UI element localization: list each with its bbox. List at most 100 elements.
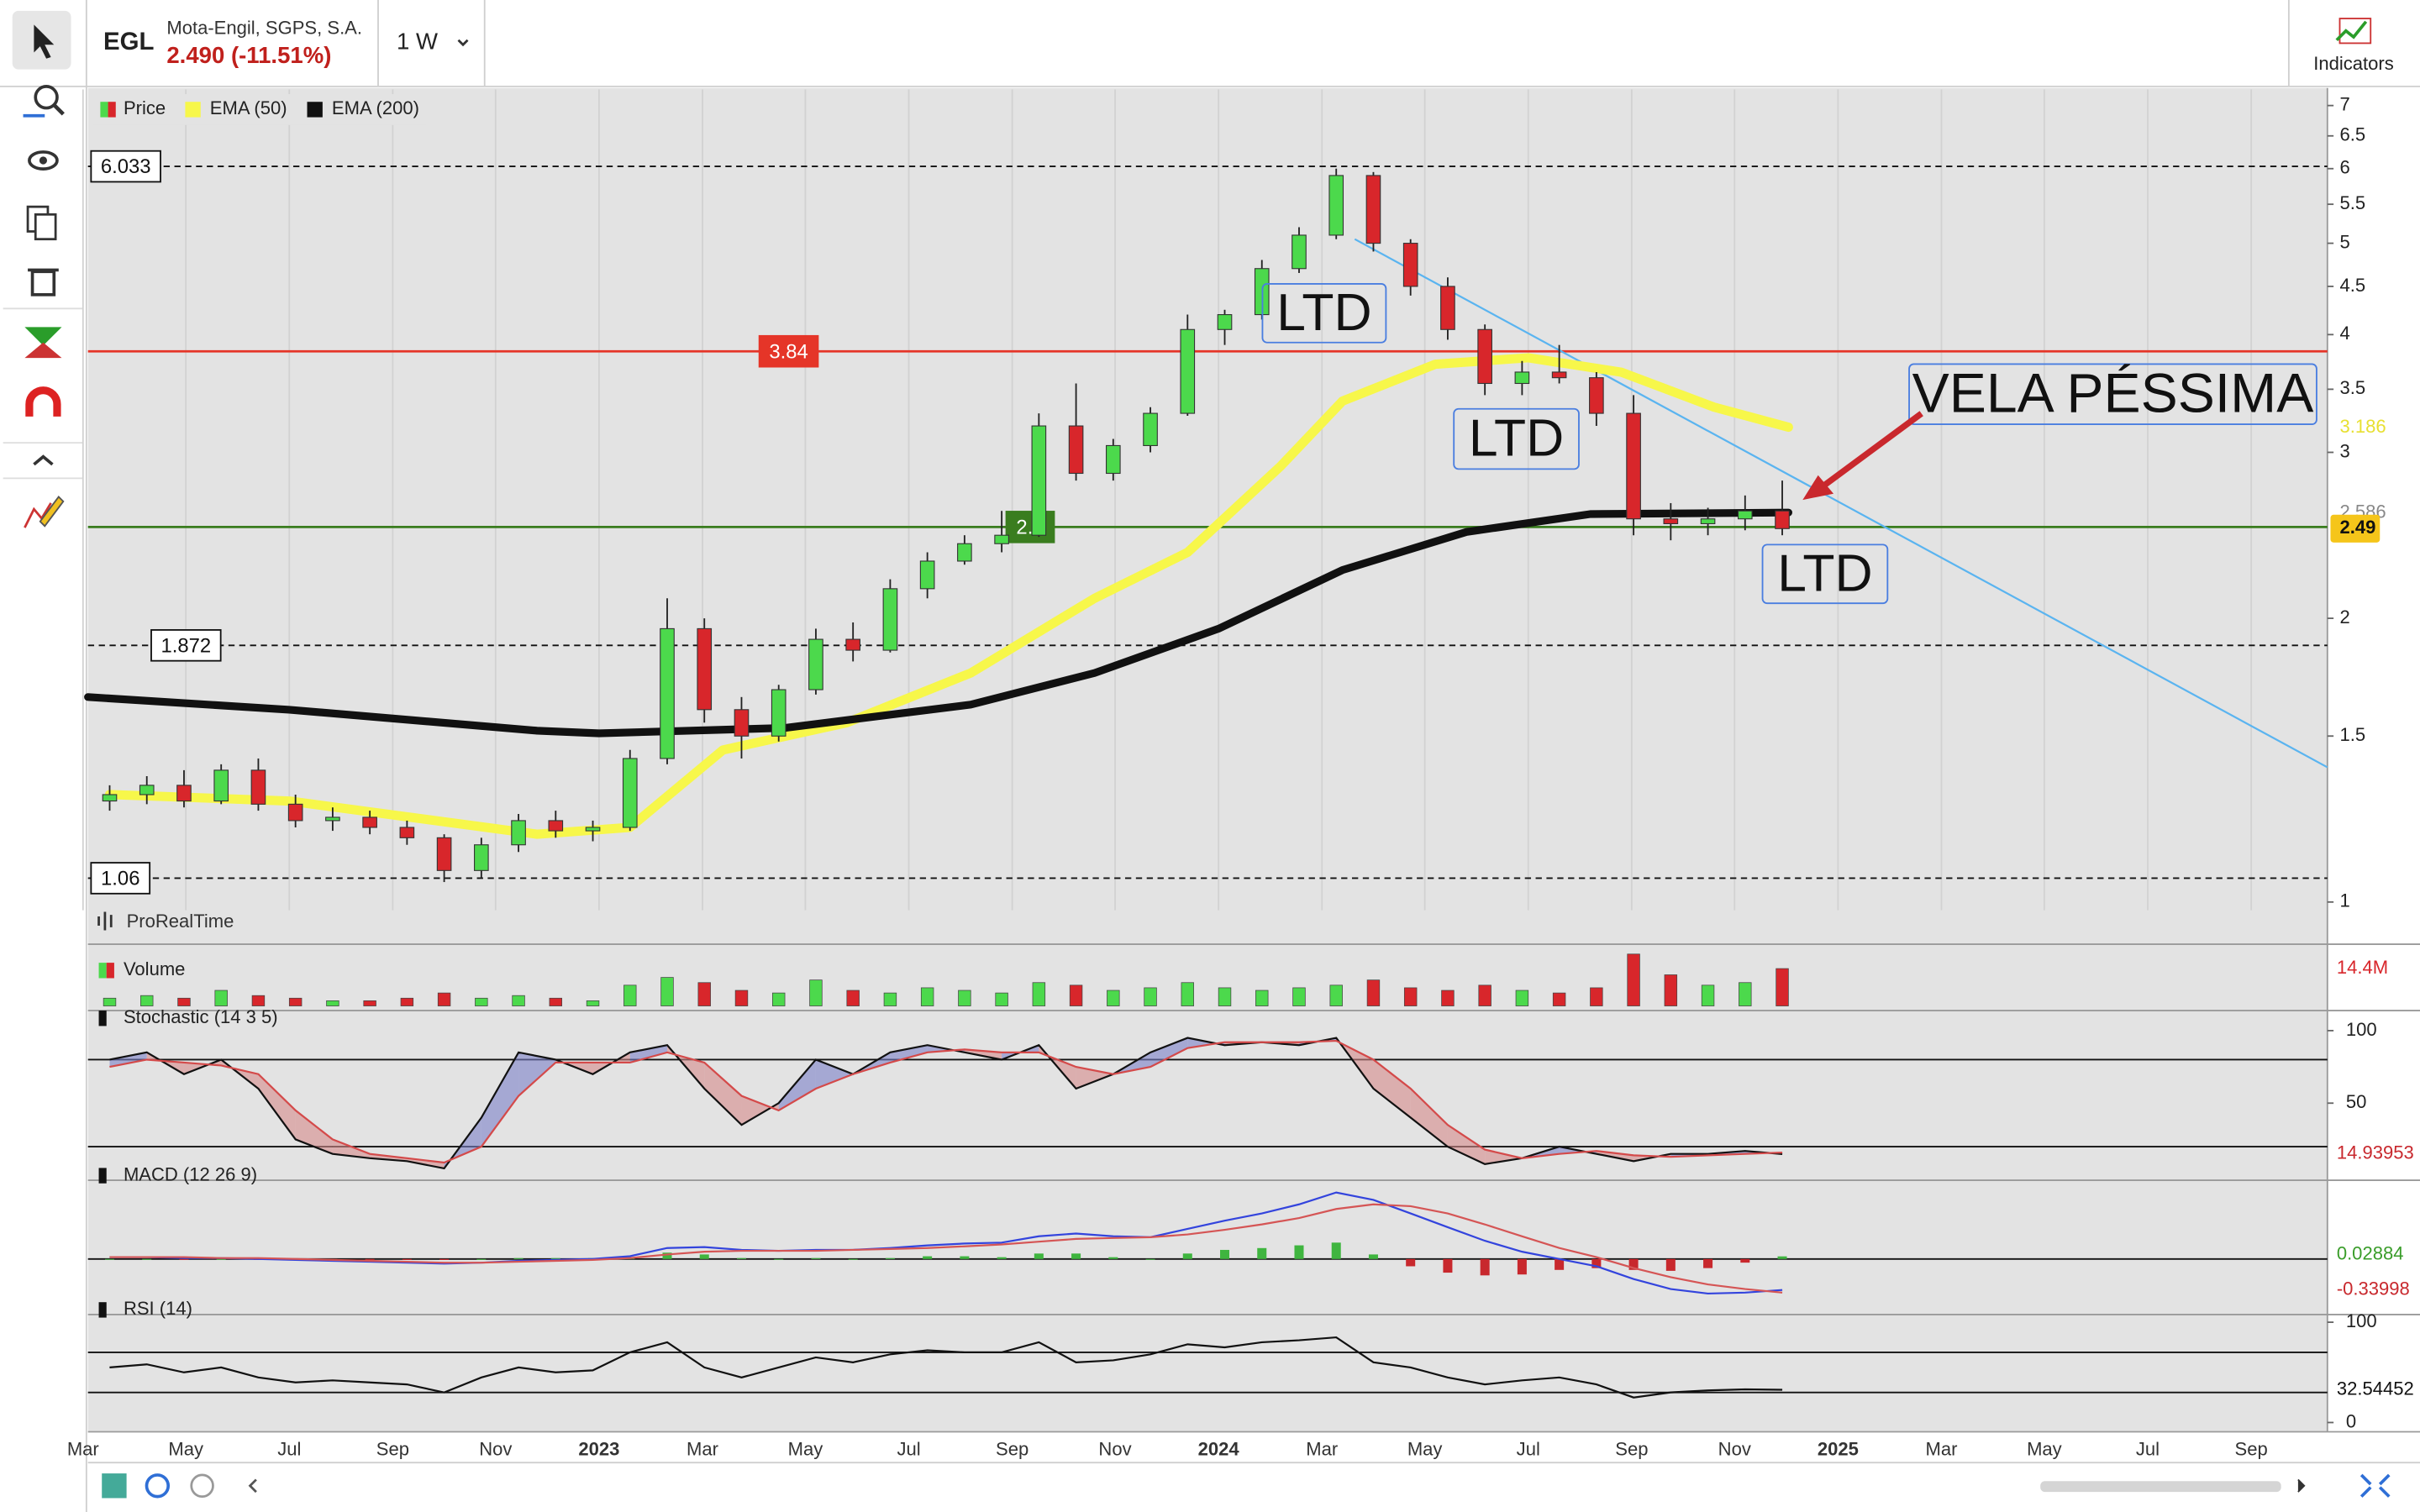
company-name: Mota-Engil, SGPS, S.A. bbox=[166, 18, 362, 39]
volume-bar bbox=[1107, 990, 1120, 1006]
y-tick-label: 6 bbox=[2339, 157, 2349, 178]
annotation-box bbox=[1453, 407, 1580, 470]
volume-bar bbox=[437, 992, 451, 1006]
volume-bar bbox=[586, 1000, 600, 1006]
volume-bar bbox=[1515, 990, 1529, 1006]
magnet-tool[interactable] bbox=[25, 386, 61, 417]
eye-pupil bbox=[39, 156, 48, 165]
volume-bar bbox=[809, 979, 823, 1006]
volume-bar bbox=[103, 997, 117, 1006]
eye-tool[interactable] bbox=[28, 150, 59, 171]
last-value-label: 14.93953 bbox=[2337, 1142, 2414, 1163]
stochastic-fill bbox=[481, 1052, 519, 1147]
candle-body bbox=[1365, 175, 1381, 244]
histogram-bar bbox=[1665, 1258, 1676, 1271]
x-tick-label: Mar bbox=[1926, 1438, 1958, 1459]
candle-body bbox=[511, 820, 526, 846]
volume-bar bbox=[400, 997, 414, 1006]
histogram-bar bbox=[848, 1258, 858, 1260]
level-label: 1.06 bbox=[101, 868, 139, 890]
y-tick-label: 1 bbox=[2339, 890, 2349, 911]
histogram-bar bbox=[104, 1258, 115, 1260]
histogram-bar bbox=[1517, 1258, 1527, 1275]
pointer-tool[interactable] bbox=[34, 24, 55, 59]
candle-body bbox=[176, 785, 192, 802]
source-label: ProRealTime bbox=[127, 911, 234, 932]
volume-bar bbox=[1776, 968, 1789, 1006]
y-tick-label: 6.5 bbox=[2339, 124, 2365, 145]
candle-body bbox=[919, 560, 935, 590]
volume-bar bbox=[1478, 984, 1491, 1006]
indicator-swatch bbox=[98, 1302, 107, 1318]
stochastic-fill bbox=[258, 1074, 296, 1140]
candle-body bbox=[139, 785, 155, 795]
legend-swatch bbox=[108, 102, 116, 118]
histogram-bar bbox=[736, 1257, 746, 1259]
volume-bar bbox=[1552, 992, 1566, 1006]
last-value-label: 2.49 bbox=[2339, 517, 2375, 538]
x-tick-label: 2023 bbox=[578, 1438, 619, 1459]
value-label-bg bbox=[2330, 1377, 2420, 1403]
indicator-line bbox=[109, 1037, 1783, 1170]
volume-bar bbox=[623, 984, 637, 1006]
volume-bar bbox=[1181, 982, 1194, 1006]
histogram-bar bbox=[1331, 1242, 1341, 1259]
trend-tool[interactable] bbox=[24, 327, 62, 346]
x-tick-label: Jul bbox=[277, 1438, 301, 1459]
histogram-bar bbox=[216, 1258, 226, 1260]
y-tick-label: 50 bbox=[2346, 1091, 2367, 1112]
histogram-bar bbox=[1777, 1256, 1787, 1259]
indicators-icon[interactable] bbox=[2335, 18, 2372, 45]
timeframe[interactable]: 1 W bbox=[397, 29, 438, 55]
histogram-bar bbox=[1257, 1247, 1267, 1259]
candle-body bbox=[1775, 510, 1790, 529]
scrollbar[interactable] bbox=[2040, 1481, 2281, 1493]
bottom-icon[interactable] bbox=[102, 1473, 127, 1499]
share-icon[interactable] bbox=[145, 1473, 171, 1499]
trendline bbox=[1354, 238, 2328, 769]
candle-body bbox=[1514, 371, 1530, 385]
icon-frame bbox=[2338, 18, 2372, 45]
legend-bg bbox=[92, 94, 426, 125]
zoom-tool[interactable] bbox=[34, 85, 59, 110]
help-icon[interactable] bbox=[190, 1473, 214, 1499]
drawing-tool[interactable] bbox=[24, 502, 52, 528]
indicators-button[interactable]: Indicators bbox=[2313, 53, 2394, 74]
level-label: 6.033 bbox=[101, 155, 151, 178]
volume-bar bbox=[734, 990, 749, 1006]
last-value-label: 3.186 bbox=[2339, 416, 2386, 437]
histogram-bar bbox=[1182, 1253, 1192, 1259]
volume-bar bbox=[549, 997, 563, 1006]
annotation: LTD bbox=[1276, 283, 1371, 342]
scroll-right[interactable] bbox=[2297, 1478, 2306, 1493]
level-label-box bbox=[150, 629, 222, 662]
candle-body bbox=[1143, 412, 1158, 447]
x-tick-label: Mar bbox=[687, 1438, 718, 1459]
value-label-bg bbox=[2330, 1142, 2420, 1167]
price-badge bbox=[2330, 514, 2381, 543]
y-tick-label: 7 bbox=[2339, 93, 2349, 114]
indicator-title: MACD (12 26 9) bbox=[124, 1163, 257, 1184]
histogram-bar bbox=[1034, 1253, 1044, 1259]
dropdown-caret[interactable] bbox=[457, 39, 469, 47]
histogram-bar bbox=[1703, 1258, 1713, 1268]
fullscreen-icon[interactable] bbox=[2360, 1473, 2391, 1498]
symbol[interactable]: EGL bbox=[103, 28, 154, 55]
annotation: LTD bbox=[1469, 409, 1564, 468]
legend-swatch bbox=[100, 102, 108, 118]
candle-body bbox=[399, 827, 415, 838]
x-tick-label: Jul bbox=[897, 1438, 920, 1459]
scroll-left[interactable] bbox=[248, 1478, 257, 1494]
volume-bar bbox=[1403, 987, 1418, 1006]
candle-body bbox=[1626, 412, 1641, 520]
level-label-box bbox=[758, 334, 819, 368]
indicator-title: Volume bbox=[124, 958, 185, 979]
volume-bar bbox=[1144, 987, 1157, 1006]
collapse-tool[interactable] bbox=[33, 454, 54, 466]
volume-bar bbox=[1329, 984, 1343, 1006]
histogram-bar bbox=[179, 1258, 189, 1260]
level-label: 3.84 bbox=[769, 340, 808, 363]
x-tick-label: Nov bbox=[1098, 1438, 1131, 1459]
copy-tool-front bbox=[34, 213, 57, 241]
